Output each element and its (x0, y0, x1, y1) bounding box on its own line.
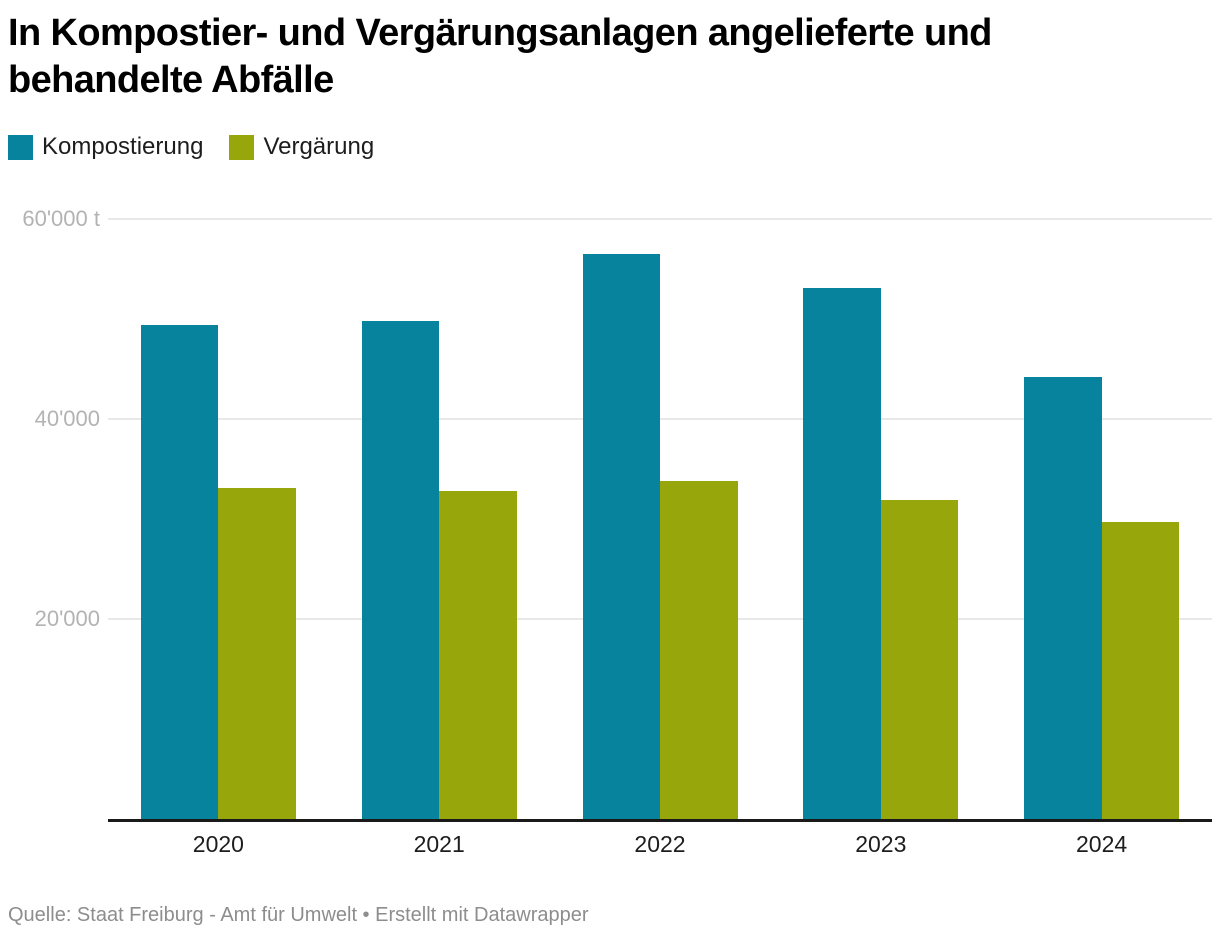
x-axis: 2020 2021 2022 2023 2024 (108, 831, 1212, 863)
x-axis-label-2024: 2024 (1076, 831, 1128, 857)
legend-swatch-icon (229, 134, 255, 160)
bar-vergärung-2022 (660, 481, 738, 819)
y-axis-tick-label-20000: 20'000 (34, 606, 100, 631)
legend-item-kompostierung: Kompostierung (8, 133, 203, 161)
source-note: Quelle: Staat Freiburg - Amt für Umwelt … (8, 904, 589, 926)
chart-title-line-2: behandelte Abfälle (8, 59, 334, 101)
bar-kompostierung-2024 (1024, 377, 1102, 819)
bar-vergärung-2023 (880, 500, 959, 819)
x-axis-label-2022: 2022 (634, 831, 686, 857)
gridline-60000 (108, 218, 1212, 220)
legend: Kompostierung Vergärung (8, 133, 374, 161)
bar-kompostierung-2021 (361, 321, 440, 819)
y-axis-tick-label-40000: 40'000 (34, 406, 100, 431)
y-axis: 20'000 40'000 60'000 t (0, 194, 100, 819)
chart-title: In Kompostier- und Vergärungsanlagen ang… (8, 10, 1168, 104)
plot-area (108, 194, 1212, 822)
x-axis-label-2023: 2023 (855, 831, 907, 857)
y-axis-tick-label-60000: 60'000 t (22, 206, 100, 231)
bar-kompostierung-2023 (803, 288, 881, 819)
x-axis-label-2021: 2021 (413, 831, 465, 857)
legend-item-vergärung: Vergärung (229, 133, 374, 161)
bar-kompostierung-2022 (582, 254, 660, 819)
legend-label: Kompostierung (42, 133, 204, 160)
gridline-40000 (108, 418, 1212, 420)
bar-vergärung-2020 (218, 488, 296, 819)
bar-kompostierung-2020 (140, 325, 219, 819)
legend-swatch-icon (8, 134, 33, 160)
bar-vergärung-2024 (1101, 522, 1180, 819)
x-axis-label-2020: 2020 (192, 831, 244, 857)
bar-vergärung-2021 (439, 491, 517, 819)
chart-title-line-1: In Kompostier- und Vergärungsanlagen ang… (8, 12, 992, 54)
legend-label: Vergärung (263, 133, 375, 160)
